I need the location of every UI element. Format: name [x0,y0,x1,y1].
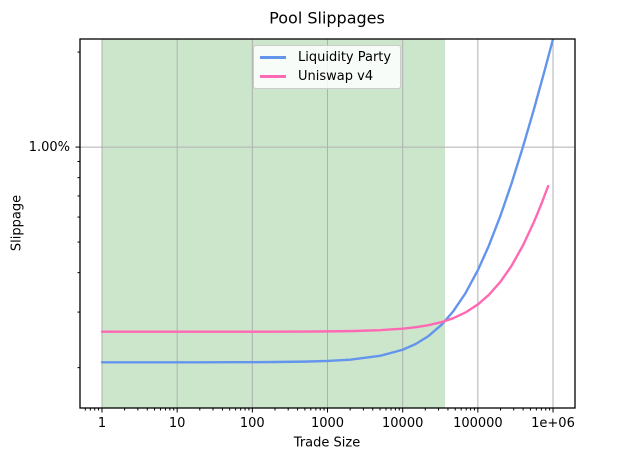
plot-border [79,38,576,409]
x-tick-label: 100000 [453,416,503,431]
legend-item-liquidity-party: Liquidity Party [254,50,400,65]
x-tick-label: 1000 [310,416,345,431]
legend-item-uniswap-v4: Uniswap v4 [254,69,400,84]
x-axis-label: Trade Size [293,435,361,451]
x-tick-label: 10 [168,416,186,431]
x-tick-label: 10000 [382,416,424,431]
y-axis-label: Slippage [9,194,25,252]
gridlines [80,39,575,408]
highlight-band [101,39,446,408]
chart-title: Pool Slippages [269,8,385,28]
liquidity-party-line-swatch [260,56,286,59]
legend: Liquidity Party Uniswap v4 [253,45,401,89]
uniswap-v4-line [100,184,550,333]
liquidity-party-line [100,39,555,364]
legend-label-uniswap-v4: Uniswap v4 [298,69,374,84]
y-tick-label: 1.00% [28,140,70,155]
uniswap-v4-line-swatch [260,75,286,78]
x-tick-label: 1e+06 [531,416,575,431]
legend-label-liquidity-party: Liquidity Party [298,50,392,65]
x-tick-label: 1 [97,416,107,431]
x-tick-label: 100 [239,416,265,431]
